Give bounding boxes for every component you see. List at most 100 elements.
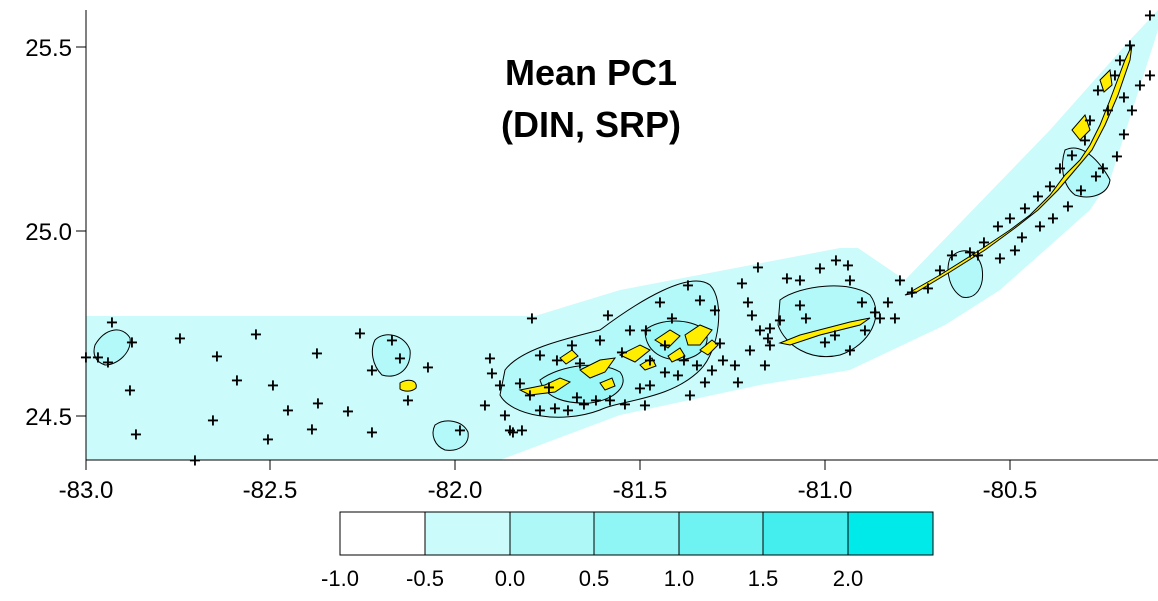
station-marker: + [498, 406, 511, 425]
x-tick-label: -81.5 [613, 477, 668, 504]
station-marker: + [671, 366, 684, 385]
station-marker: + [799, 309, 812, 328]
keys-cluster [518, 377, 572, 396]
contour-region [432, 420, 469, 451]
station-marker: + [763, 336, 776, 355]
station-marker: + [101, 353, 114, 372]
station-marker: + [653, 293, 666, 312]
station-marker: + [506, 423, 519, 442]
station-marker: + [453, 421, 466, 440]
station-marker: + [681, 276, 694, 295]
station-marker: + [577, 395, 590, 414]
station-marker: + [921, 279, 934, 298]
station-marker: + [173, 329, 186, 348]
station-marker: + [643, 351, 656, 370]
station-marker: + [105, 313, 118, 332]
station-marker: + [573, 354, 586, 373]
station-marker: + [638, 396, 651, 415]
legend-label: 1.0 [664, 566, 695, 591]
station-marker: + [533, 346, 546, 365]
station-marker: + [780, 269, 793, 288]
station-marker: + [1096, 159, 1109, 178]
field-base-region [86, 10, 1158, 460]
station-marker: + [542, 378, 555, 397]
station-marker: + [633, 379, 646, 398]
station-marker: + [1008, 241, 1021, 260]
station-marker: + [693, 291, 706, 310]
station-marker: + [393, 349, 406, 368]
station-marker: + [210, 347, 223, 366]
station-marker: + [305, 420, 318, 439]
station-marker: + [525, 309, 538, 328]
legend-swatch [509, 511, 595, 556]
station-marker: + [708, 301, 721, 320]
station-marker: + [1053, 159, 1066, 178]
y-tick-label: 25.5 [25, 35, 72, 62]
x-tick-label: -80.5 [983, 477, 1038, 504]
station-marker: + [690, 356, 703, 375]
station-marker: + [731, 373, 744, 392]
station-marker: + [855, 293, 868, 312]
station-marker: + [533, 401, 546, 420]
legend-label: -0.5 [406, 566, 444, 591]
station-marker: + [601, 306, 614, 325]
station-marker: + [1125, 101, 1138, 120]
station-marker: + [828, 326, 841, 345]
legend-swatch [424, 511, 511, 556]
keys-cluster [618, 344, 651, 363]
keys-chain [778, 317, 871, 346]
station-marker: + [818, 333, 831, 352]
station-marker: + [1101, 101, 1114, 120]
station-marker: + [873, 309, 886, 328]
map-title-line2: (DIN, SRP) [501, 104, 681, 145]
station-marker: + [365, 361, 378, 380]
y-tick-label: 24.5 [25, 404, 72, 431]
station-marker: + [1113, 51, 1126, 70]
contour-region [947, 250, 984, 298]
station-marker: + [478, 396, 491, 415]
station-marker: + [1061, 197, 1074, 216]
legend-label: 0.5 [579, 566, 610, 591]
station-marker: + [1074, 181, 1087, 200]
map-title-line1: Mean PC1 [505, 52, 677, 93]
station-marker: + [677, 351, 690, 370]
station-marker: + [1143, 66, 1156, 85]
station-marker: + [1123, 36, 1136, 55]
station-marker: + [743, 341, 756, 360]
station-marker: + [550, 351, 563, 370]
keys-cluster [684, 324, 713, 346]
legend-swatch [593, 511, 680, 556]
station-marker: + [1046, 209, 1059, 228]
station-marker: + [1018, 199, 1031, 218]
station-marker: + [658, 363, 671, 382]
station-marker: + [125, 333, 138, 352]
station-marker: + [963, 243, 976, 262]
station-marker: + [751, 258, 764, 277]
station-marker: + [311, 394, 324, 413]
station-marker: + [971, 246, 984, 265]
station-marker: + [933, 261, 946, 280]
station-marker: + [1133, 76, 1146, 95]
station-marker: + [493, 376, 506, 395]
legend-label: 1.5 [748, 566, 779, 591]
station-marker: + [365, 423, 378, 442]
contour-region [1062, 147, 1111, 198]
station-marker: + [1043, 177, 1056, 196]
keys-cluster [699, 339, 719, 356]
station-marker: + [735, 274, 748, 293]
station-marker: + [230, 371, 243, 390]
station-marker: + [945, 246, 958, 265]
station-marker: + [266, 376, 279, 395]
keys-chain [904, 44, 1133, 296]
station-marker: + [1117, 88, 1130, 107]
keys-island [399, 379, 417, 392]
station-marker: + [561, 401, 574, 420]
station-marker: + [129, 425, 142, 444]
station-marker: + [888, 309, 901, 328]
station-marker: + [841, 256, 854, 275]
contour-region [371, 334, 411, 377]
station-marker: + [565, 336, 578, 355]
station-markers: ++++++++++++++ +++++ ++++++++ +++++++++ ++++… [79, 6, 1156, 470]
legend-swatch [678, 511, 764, 556]
station-marker: + [705, 361, 718, 380]
